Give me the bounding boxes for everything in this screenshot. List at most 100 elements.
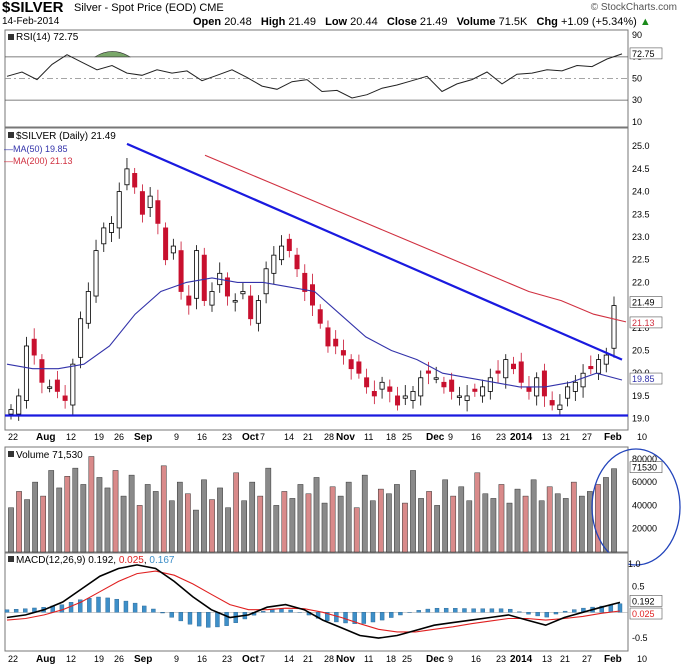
candle-body [325, 327, 331, 347]
macd-histogram-bar [453, 608, 458, 613]
price-title: $SILVER (Daily) 21.49 [16, 131, 116, 142]
macd-histogram-bar [23, 608, 28, 613]
macd-histogram-bar [343, 612, 348, 624]
candle-body [101, 227, 107, 245]
candle-body [263, 268, 269, 295]
candle-body [425, 370, 431, 374]
volume-bar [587, 491, 593, 553]
candle-body [518, 361, 524, 383]
candle-body [480, 386, 486, 397]
volume-bar [506, 502, 513, 553]
volume-bar [546, 486, 553, 553]
candle-body [588, 366, 594, 370]
volume-bar [144, 484, 151, 553]
volume-last-value: 71530 [632, 463, 657, 473]
volume-bar [281, 491, 288, 553]
macd-histogram-bar [471, 608, 476, 613]
macd-histogram-bar [443, 607, 449, 613]
candle-body [487, 377, 493, 392]
volume-bar [128, 474, 135, 553]
volume-bar [193, 509, 199, 553]
volume-bar [321, 502, 328, 553]
volume-bar [40, 495, 47, 553]
volume-bar [257, 495, 264, 553]
price-x-label: 16 [471, 432, 481, 442]
macd-x-label: 14 [284, 654, 294, 664]
macd-x-label: 21 [303, 654, 313, 664]
macd-tick-label: -0.5 [632, 633, 648, 643]
price-tick-label: 25.0 [632, 141, 650, 151]
volume-bar [369, 500, 376, 553]
volume-bar [72, 467, 79, 553]
candle-body [232, 300, 238, 303]
candle-body [433, 377, 439, 380]
macd-histogram-bar [325, 612, 330, 621]
volume-bar [168, 500, 175, 553]
volume-bar [88, 456, 95, 553]
candle-body [348, 359, 354, 370]
macd-last-value: 0.192 [632, 596, 655, 606]
ma50-last-value: 19.85 [632, 374, 655, 384]
candle-body [503, 359, 509, 379]
rsi-title: RSI(14) 72.75 [16, 32, 79, 43]
ma50-legend: —MA(50) 19.85 [4, 144, 68, 154]
price-x-label: 16 [197, 432, 207, 442]
volume-bar [458, 486, 465, 553]
macd-x-label: 21 [560, 654, 570, 664]
volume-bar [273, 505, 280, 553]
volume-bar [8, 507, 14, 553]
price-tick-label: 22.0 [632, 277, 650, 287]
volume-bar [176, 481, 183, 553]
volume-bar [490, 498, 497, 553]
macd-signal-line [6, 570, 621, 633]
candle-body [340, 350, 346, 356]
price-tick-label: 23.0 [632, 232, 650, 242]
candle-body [541, 370, 547, 397]
price-x-label: 28 [324, 432, 334, 442]
signal-last-value-box [629, 607, 663, 620]
candle-body [78, 318, 84, 358]
macd-histogram-bar [498, 608, 504, 613]
price-x-label: 7 [260, 432, 265, 442]
volume-bar [595, 484, 601, 553]
candle-body [294, 254, 300, 270]
candle-body [62, 395, 68, 401]
price-x-label: 18 [386, 432, 396, 442]
candle-body [248, 295, 254, 320]
volume-bar [538, 500, 545, 553]
rsi-line [6, 53, 623, 99]
macd-histogram-bar [562, 610, 568, 613]
macd-tick-label: 1.0 [628, 559, 641, 569]
macd-x-label: 7 [260, 654, 265, 664]
rsi-tick-label: 30 [632, 95, 642, 105]
candle-body [139, 191, 145, 215]
candle-body [572, 381, 578, 392]
macd-histogram-bar [361, 612, 367, 624]
candle-body [39, 359, 45, 383]
macd-histogram-bar [572, 609, 577, 613]
macd-histogram-bar [389, 612, 394, 618]
macd-x-label: 26 [114, 654, 124, 664]
candle-body [54, 379, 60, 392]
candle-body [395, 395, 401, 406]
macd-histogram-bar [87, 598, 92, 613]
volume-bar [225, 507, 231, 553]
candle-body [186, 295, 192, 306]
candle-body [132, 173, 138, 188]
price-tick-label: 19.0 [632, 414, 650, 424]
ma200-line [204, 154, 627, 323]
volume-bar [562, 498, 569, 553]
volume-bar [402, 502, 408, 553]
macd-x-label: 9 [174, 654, 179, 664]
ohlc-summary: Open 20.48 High 21.49 Low 20.44 Close 21… [193, 16, 651, 28]
price-x-label: 9 [448, 432, 453, 442]
candle-body [224, 277, 230, 297]
volume-bar [498, 484, 505, 553]
macd-histogram-bar [114, 598, 119, 613]
macd-histogram-bar [206, 612, 211, 628]
macd-histogram-bar [224, 612, 229, 626]
price-x-label: 2014 [510, 432, 533, 443]
macd-x-label: 25 [402, 654, 412, 664]
ma200-last-value-box [629, 316, 663, 329]
volume-bar [578, 495, 585, 553]
